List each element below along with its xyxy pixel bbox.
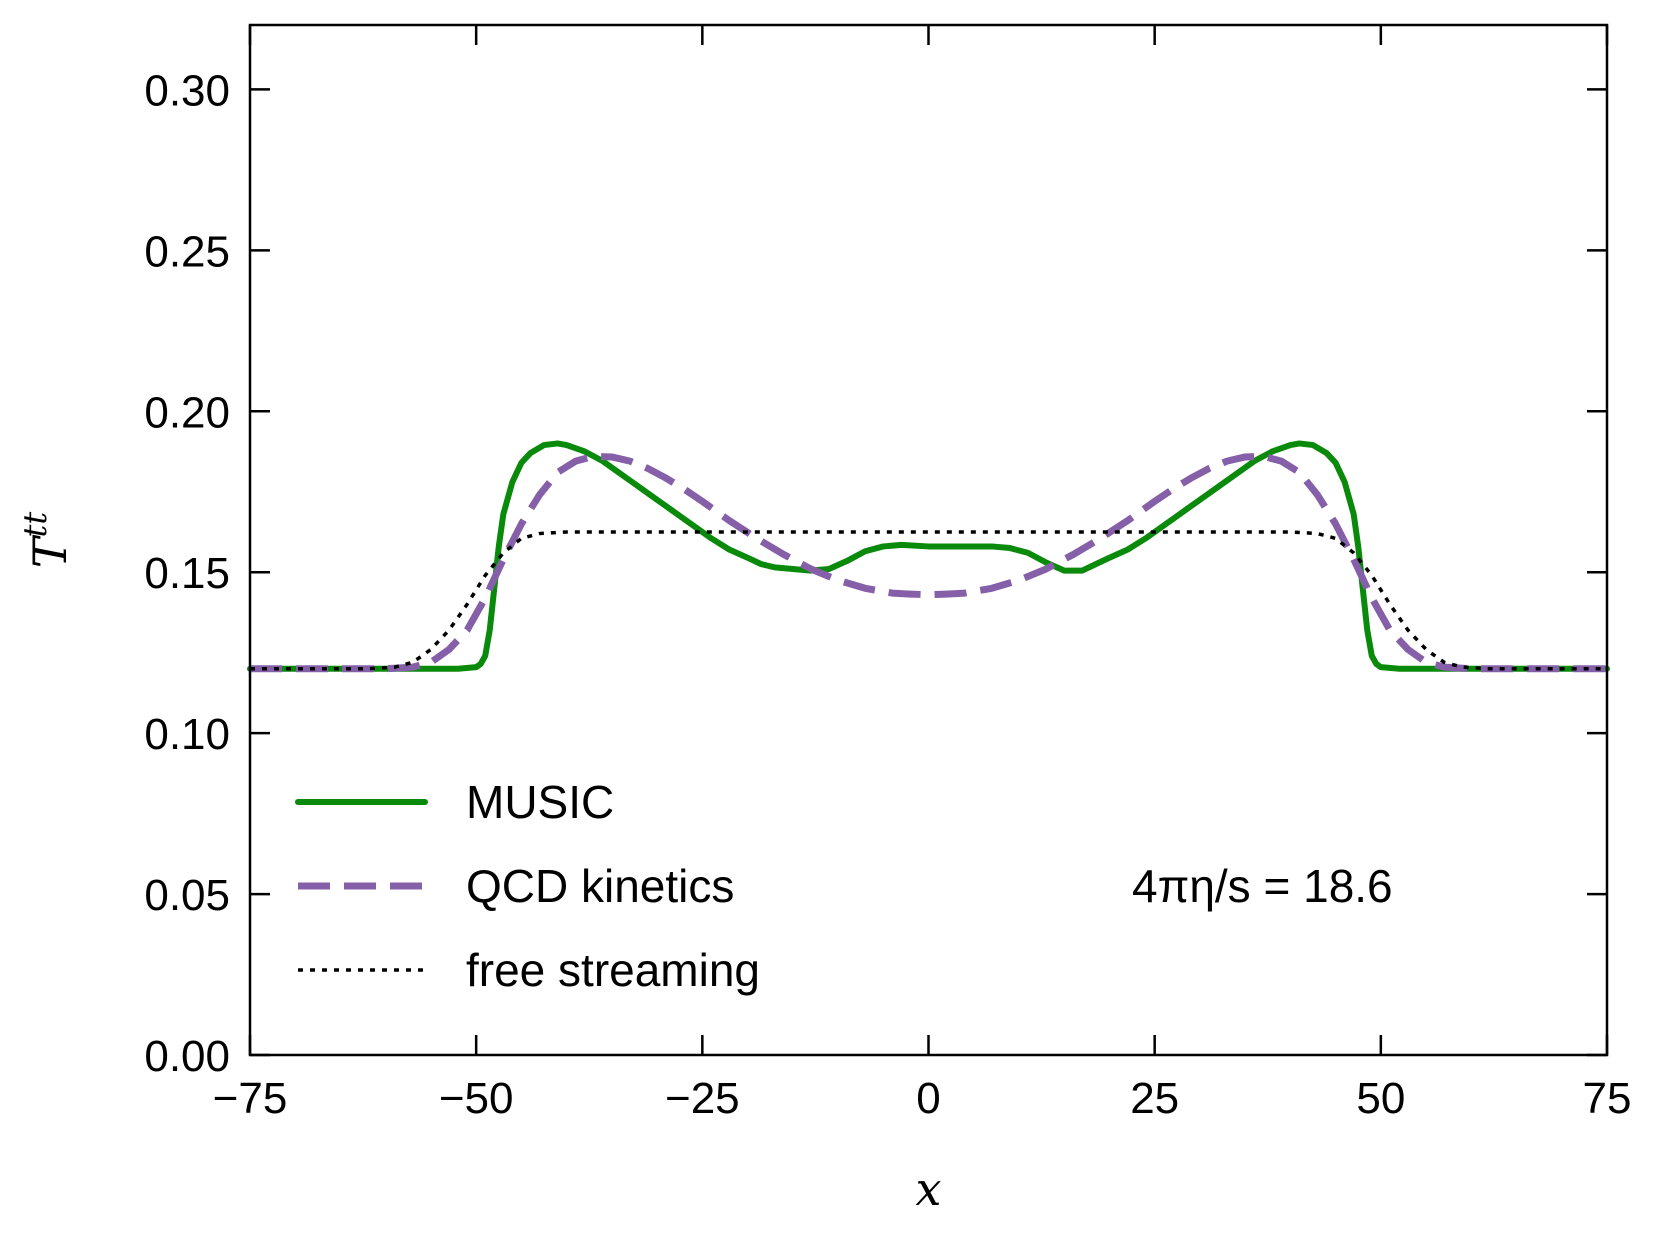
y-tick-label: 0.10: [144, 710, 230, 759]
y-axis-title: Ttt: [16, 512, 77, 569]
y-axis-title-superscript: tt: [16, 512, 54, 538]
legend-label: QCD kinetics: [466, 860, 734, 912]
legend-label: free streaming: [466, 944, 760, 996]
x-tick-label: 0: [916, 1074, 940, 1123]
viscosity-annotation: 4πη/s = 18.6: [1132, 860, 1393, 912]
tick-layer: −75 −50 −25 0 25 50 75 0.00 0.05 0.10 0.15 0.20 0.25…: [144, 25, 1631, 1123]
plot-frame: [248, 23, 1609, 1057]
series-line-music: [247, 440, 1610, 672]
series-layer: [247, 440, 1610, 673]
y-axis-title-main: T: [23, 534, 77, 568]
x-tick-label: 50: [1356, 1074, 1405, 1123]
x-tick-label: −75: [213, 1074, 288, 1123]
series-line-free-streaming: [250, 530, 1607, 671]
x-tick-label: 75: [1583, 1074, 1632, 1123]
x-tick-label: −25: [665, 1074, 740, 1123]
plot-area: −75 −50 −25 0 25 50 75 0.00 0.05 0.10 0.15 0.20 0.25…: [144, 23, 1631, 1123]
series-line-qcd-kinetics: [250, 452, 1607, 673]
legend: MUSIC QCD kinetics free streaming: [295, 776, 760, 996]
y-tick-label: 0.20: [144, 388, 230, 437]
y-tick-label: 0.00: [144, 1032, 230, 1081]
y-tick-label: 0.25: [144, 227, 230, 276]
y-tick-label: 0.15: [144, 549, 230, 598]
y-tick-label: 0.05: [144, 871, 230, 920]
x-axis-title: x: [916, 1162, 942, 1216]
y-tick-label: 0.30: [144, 66, 230, 115]
legend-label: MUSIC: [466, 776, 614, 828]
x-tick-label: −50: [439, 1074, 514, 1123]
x-tick-label: 25: [1130, 1074, 1179, 1123]
